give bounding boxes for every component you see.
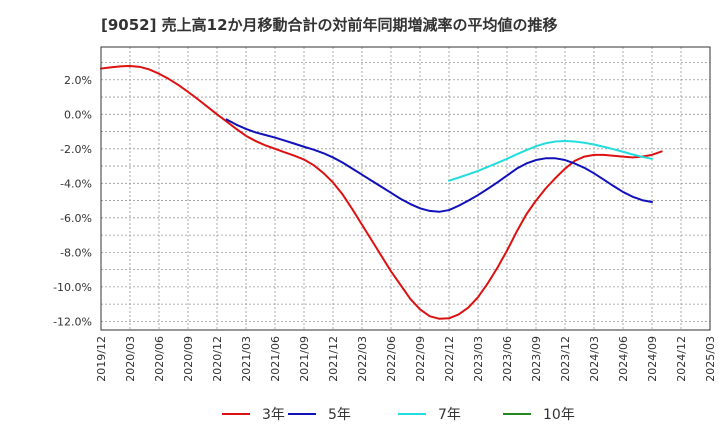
y-tick-label: -4.0% [60, 177, 92, 190]
x-tick-label: 2022/03 [356, 336, 369, 382]
plot-area [101, 47, 710, 330]
x-tick-label: 2024/09 [646, 336, 659, 382]
x-tick-label: 2019/12 [95, 336, 108, 382]
x-tick-label: 2020/03 [124, 336, 137, 382]
x-tick-label: 2020/12 [211, 336, 224, 382]
x-axis-tick-labels: 2019/12 2020/03 2020/06 2020/09 2020/12 2021/… [95, 336, 717, 382]
legend-label: 3年 [262, 407, 285, 423]
y-tick-label: -6.0% [60, 212, 92, 225]
grid [100, 47, 711, 330]
series-line [448, 140, 653, 182]
series-line [225, 118, 653, 213]
legend-label: 10年 [543, 407, 575, 423]
x-tick-label: 2021/12 [327, 336, 340, 382]
x-tick-label: 2021/09 [298, 336, 311, 382]
y-axis-tick-labels: 2.0% 0.0% -2.0% -4.0% -6.0% -8.0% -10.0% -12.0% [53, 74, 92, 329]
legend-label: 7年 [438, 407, 461, 423]
x-tick-label: 2023/09 [530, 336, 543, 382]
x-tick-label: 2020/06 [153, 336, 166, 382]
x-tick-label: 2022/06 [385, 336, 398, 382]
x-tick-label: 2024/03 [588, 336, 601, 382]
x-tick-label: 2022/09 [414, 336, 427, 382]
x-tick-label: 2024/12 [675, 336, 688, 382]
x-tick-label: 2023/03 [472, 336, 485, 382]
y-tick-label: -12.0% [53, 315, 92, 328]
series-lines [100, 64, 663, 320]
legend: 3年 5年 7年 10年 [222, 407, 575, 423]
x-tick-label: 2020/09 [182, 336, 195, 382]
x-tick-label: 2022/12 [443, 336, 456, 382]
chart-title: [9052] 売上高12か月移動合計の対前年同期増減率の平均値の推移 [101, 16, 558, 34]
legend-label: 5年 [328, 407, 351, 423]
x-tick-label: 2021/06 [269, 336, 282, 382]
y-tick-label: -10.0% [53, 281, 92, 294]
x-tick-label: 2025/03 [704, 336, 717, 382]
x-tick-label: 2023/12 [559, 336, 572, 382]
x-tick-label: 2021/03 [240, 336, 253, 382]
x-tick-label: 2023/06 [501, 336, 514, 382]
plot-frame [100, 46, 711, 331]
y-tick-label: 0.0% [64, 108, 92, 121]
x-tick-label: 2024/06 [617, 336, 630, 382]
series-line [100, 64, 663, 320]
y-tick-label: 2.0% [64, 74, 92, 87]
y-tick-label: -8.0% [60, 246, 92, 259]
y-tick-label: -2.0% [60, 143, 92, 156]
